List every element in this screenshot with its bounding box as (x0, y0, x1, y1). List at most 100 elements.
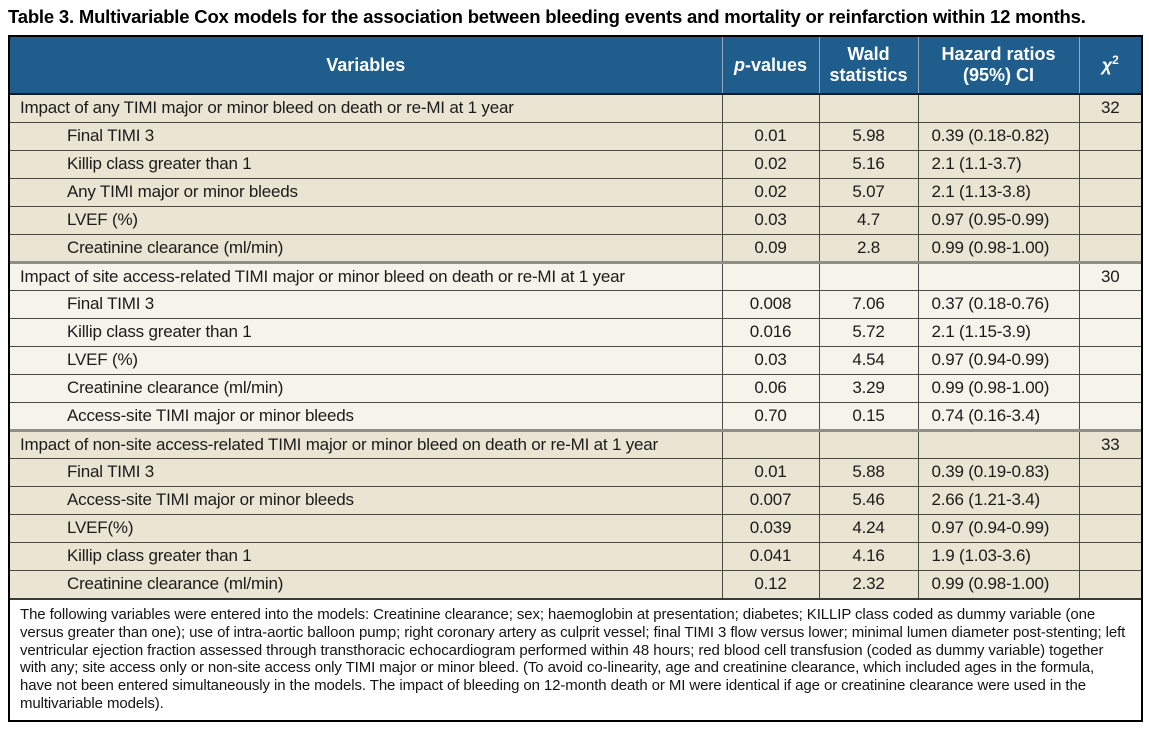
chi-superscript: 2 (1112, 53, 1119, 68)
chi-symbol: χ (1101, 55, 1113, 76)
header-hazard-label: Hazard ratios (95%) CI (941, 44, 1056, 85)
cell-variable: Creatinine clearance (ml/min) (10, 373, 722, 402)
cell-wald (818, 94, 918, 122)
cell-variable: Final TIMI 3 (10, 121, 722, 150)
cell-chi2 (1078, 233, 1141, 262)
section-label: Impact of non-site access-related TIMI m… (10, 428, 722, 458)
table-row: Creatinine clearance (ml/min) 0.12 2.32 … (10, 569, 1141, 598)
cell-hazard-ratio: 2.1 (1.13-3.8) (917, 177, 1079, 206)
cell-variable: Creatinine clearance (ml/min) (10, 569, 722, 598)
cell-wald: 5.98 (818, 121, 918, 150)
table-container: Variables p-values Wald statistics Hazar… (8, 35, 1143, 722)
cell-p-value: 0.01 (721, 457, 819, 486)
cell-chi2 (1078, 205, 1141, 234)
cell-p-value: 0.12 (721, 569, 819, 598)
cell-wald (818, 428, 918, 458)
cell-chi2 (1078, 541, 1141, 570)
cell-wald: 5.07 (818, 177, 918, 206)
cell-variable: Final TIMI 3 (10, 457, 722, 486)
table-header: Variables p-values Wald statistics Hazar… (10, 37, 1141, 95)
cox-models-table: Variables p-values Wald statistics Hazar… (10, 37, 1141, 598)
header-p-rest: -values (744, 54, 808, 75)
cell-p-value (721, 428, 819, 458)
cell-p-value: 0.039 (721, 513, 819, 542)
table-row: Any TIMI major or minor bleeds 0.02 5.07… (10, 177, 1141, 206)
header-chi-squared: χ2 (1078, 37, 1141, 95)
cell-chi2 (1078, 149, 1141, 178)
cell-chi2: 30 (1078, 260, 1141, 290)
cell-p-value: 0.01 (721, 121, 819, 150)
cell-variable: Killip class greater than 1 (10, 149, 722, 178)
table-body: Impact of any TIMI major or minor bleed … (10, 94, 1141, 598)
table-row: LVEF(%) 0.039 4.24 0.97 (0.94-0.99) (10, 513, 1141, 542)
cell-chi2 (1078, 289, 1141, 318)
header-variables-label: Variables (326, 54, 406, 75)
cell-variable: Any TIMI major or minor bleeds (10, 177, 722, 206)
header-hazard-ratios: Hazard ratios (95%) CI (917, 37, 1079, 95)
header-row: Variables p-values Wald statistics Hazar… (10, 37, 1141, 95)
cell-chi2 (1078, 345, 1141, 374)
cell-hazard-ratio: 2.1 (1.1-3.7) (917, 149, 1079, 178)
cell-wald: 3.29 (818, 373, 918, 402)
cell-p-value: 0.008 (721, 289, 819, 318)
cell-hazard-ratio: 2.66 (1.21-3.4) (917, 485, 1079, 514)
cell-variable: Access-site TIMI major or minor bleeds (10, 401, 722, 430)
table-row: Final TIMI 3 0.01 5.98 0.39 (0.18-0.82) (10, 121, 1141, 150)
cell-wald: 7.06 (818, 289, 918, 318)
cell-hazard-ratio (917, 260, 1079, 290)
cell-p-value: 0.03 (721, 345, 819, 374)
cell-wald: 5.72 (818, 317, 918, 346)
cell-wald: 2.8 (818, 233, 918, 262)
cell-hazard-ratio: 0.97 (0.94-0.99) (917, 345, 1079, 374)
cell-hazard-ratio: 0.39 (0.18-0.82) (917, 121, 1079, 150)
cell-chi2 (1078, 401, 1141, 430)
cell-p-value: 0.02 (721, 149, 819, 178)
header-p-italic: p (733, 54, 745, 75)
table-title: Table 3. Multivariable Cox models for th… (8, 6, 1086, 27)
cell-wald: 4.54 (818, 345, 918, 374)
cell-variable: Access-site TIMI major or minor bleeds (10, 485, 722, 514)
cell-wald: 4.16 (818, 541, 918, 570)
cell-chi2 (1078, 373, 1141, 402)
cell-variable: LVEF (%) (10, 345, 722, 374)
header-p-values: p-values (721, 37, 819, 95)
table-row: Final TIMI 3 0.008 7.06 0.37 (0.18-0.76) (10, 289, 1141, 318)
cell-hazard-ratio: 0.99 (0.98-1.00) (917, 569, 1079, 598)
table-row: Killip class greater than 1 0.016 5.72 2… (10, 317, 1141, 346)
section-header-row: Impact of site access-related TIMI major… (10, 260, 1141, 290)
cell-p-value: 0.02 (721, 177, 819, 206)
cell-chi2 (1078, 121, 1141, 150)
table-row: Access-site TIMI major or minor bleeds 0… (10, 401, 1141, 430)
cell-hazard-ratio: 2.1 (1.15-3.9) (917, 317, 1079, 346)
header-variables: Variables (10, 37, 722, 95)
cell-hazard-ratio: 0.97 (0.95-0.99) (917, 205, 1079, 234)
cell-variable: LVEF(%) (10, 513, 722, 542)
cell-wald: 2.32 (818, 569, 918, 598)
cell-chi2: 32 (1078, 94, 1141, 122)
cell-hazard-ratio (917, 94, 1079, 122)
cell-hazard-ratio: 0.97 (0.94-0.99) (917, 513, 1079, 542)
cell-p-value: 0.007 (721, 485, 819, 514)
cell-chi2 (1078, 317, 1141, 346)
cell-hazard-ratio: 1.9 (1.03-3.6) (917, 541, 1079, 570)
section-label: Impact of site access-related TIMI major… (10, 260, 722, 290)
table-row: Creatinine clearance (ml/min) 0.06 3.29 … (10, 373, 1141, 402)
cell-wald: 4.24 (818, 513, 918, 542)
cell-variable: Creatinine clearance (ml/min) (10, 233, 722, 262)
table-row: LVEF (%) 0.03 4.7 0.97 (0.95-0.99) (10, 205, 1141, 234)
cell-p-value (721, 260, 819, 290)
cell-wald (818, 260, 918, 290)
section-header-row: Impact of non-site access-related TIMI m… (10, 428, 1141, 458)
section-header-row: Impact of any TIMI major or minor bleed … (10, 94, 1141, 122)
cell-variable: Final TIMI 3 (10, 289, 722, 318)
table-row: LVEF (%) 0.03 4.54 0.97 (0.94-0.99) (10, 345, 1141, 374)
cell-hazard-ratio: 0.99 (0.98-1.00) (917, 373, 1079, 402)
cell-p-value: 0.70 (721, 401, 819, 430)
section-label: Impact of any TIMI major or minor bleed … (10, 94, 722, 122)
cell-chi2 (1078, 513, 1141, 542)
table-row: Killip class greater than 1 0.02 5.16 2.… (10, 149, 1141, 178)
cell-variable: Killip class greater than 1 (10, 541, 722, 570)
cell-wald: 5.16 (818, 149, 918, 178)
cell-chi2 (1078, 569, 1141, 598)
